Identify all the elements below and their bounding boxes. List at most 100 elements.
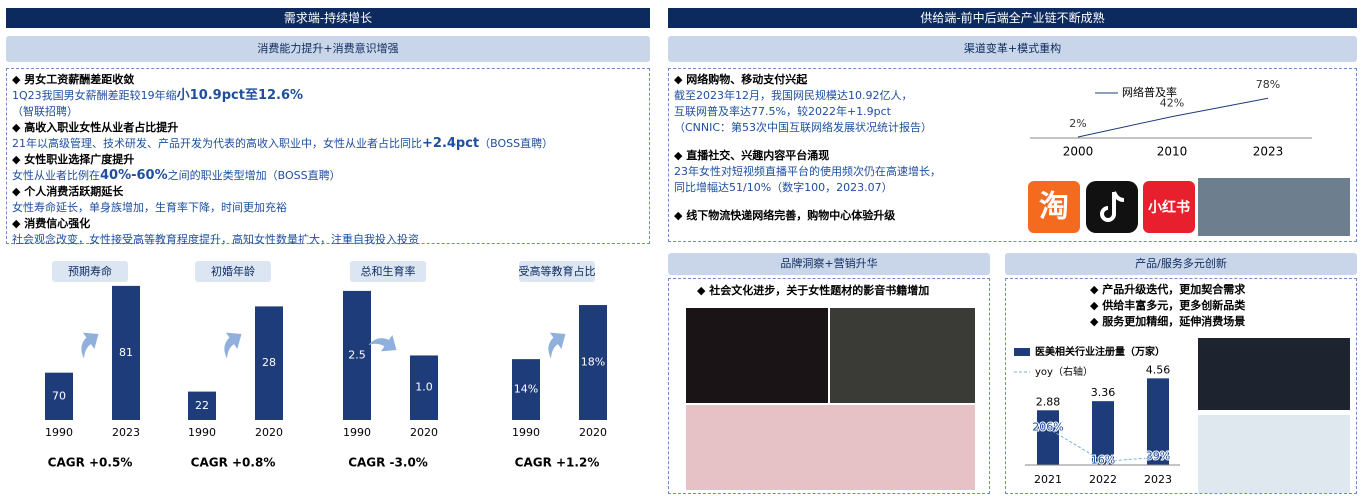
- value-label: 4.56: [1146, 363, 1171, 376]
- legend-label: yoy（右轴）: [1035, 365, 1093, 378]
- chart-title: 预期寿命: [68, 264, 112, 278]
- bullet-line: 社会观念改变，女性接受高等教育程度提升，高知女性数量扩大，注重自我投入投资: [12, 232, 553, 248]
- image: [1198, 415, 1350, 493]
- arrow: [224, 332, 242, 359]
- value-label: 206%: [1032, 420, 1063, 433]
- line: [1077, 97, 1269, 138]
- bullet-line: 23年女性对短视频直播平台的使用频次仍在高速增长，: [674, 164, 941, 180]
- image: [686, 405, 975, 490]
- value-label: 39%: [1146, 449, 1170, 462]
- x-tick-label: 2023: [112, 426, 140, 439]
- value-label: 2.88: [1036, 395, 1061, 408]
- x-tick-label: 2000: [1063, 145, 1094, 159]
- app-icon: [1143, 181, 1195, 233]
- bullet-title: ◆ 社会文化进步，关于女性题材的影音书籍增加: [697, 284, 930, 297]
- caption: CAGR +0.8%: [191, 456, 276, 470]
- text-segment: （CNNIC：第53次中国互联网络发展状况统计报告）: [674, 121, 933, 134]
- x-tick-label: 1990: [512, 426, 540, 439]
- caption: CAGR -3.0%: [348, 456, 428, 470]
- dotted-box: [668, 68, 1357, 242]
- value-label: 16%: [1091, 453, 1115, 466]
- value-label: 42%: [1160, 97, 1184, 110]
- arrow: [548, 332, 566, 359]
- bar: [1037, 410, 1059, 465]
- header: 供给端-前中后端全产业链不断成熟: [668, 8, 1357, 28]
- text-block: ◆ 产品升级迭代，更加契合需求 ◆ 供给丰富多元，更多创新品类 ◆ 服务更加精细，延…: [1090, 282, 1245, 330]
- bar: [410, 355, 438, 420]
- bullet-title: ◆ 高收入职业女性从业者占比提升: [12, 121, 179, 134]
- bullet-title: ◆ 男女工资薪酬差距收敛: [12, 73, 135, 86]
- text-segment: （BOSS直聘）: [479, 137, 554, 150]
- bullet-line: 截至2023年12月，我国网民规模达10.92亿人，: [674, 88, 941, 104]
- subheader: 产品/服务多元创新: [1005, 253, 1357, 275]
- legend-swatch: [1014, 348, 1030, 356]
- x-tick-label: 1990: [188, 426, 216, 439]
- text-segment: 同比增幅达51/10%（数字100，2023.07）: [674, 181, 893, 194]
- text-segment: 23年女性对短视频直播平台的使用频次仍在高速增长，: [674, 165, 941, 178]
- text-segment: （智联招聘）: [12, 105, 78, 118]
- bar: [579, 305, 607, 420]
- text-block: ◆ 社会文化进步，关于女性题材的影音书籍增加: [697, 283, 929, 299]
- image: [1198, 338, 1350, 410]
- bullet-line: 女性寿命延长，单身族增加，生育率下降，时间更加充裕: [12, 200, 553, 216]
- x-tick-label: 2021: [1034, 473, 1062, 486]
- bullet-title: ◆ 消费信心强化: [12, 217, 91, 230]
- text-segment: 小10.9pct至12.6%: [176, 88, 304, 103]
- x-tick-label: 1990: [343, 426, 371, 439]
- image: [686, 308, 828, 403]
- bar: [1092, 401, 1114, 465]
- dotted-box: [1005, 278, 1357, 494]
- value-label: 2.5: [348, 348, 366, 361]
- text-segment: 互联网普及率达77.5%，较2022年+1.9pct: [674, 105, 891, 118]
- text-segment: 40%-60%: [100, 168, 168, 183]
- app-logo: 淘: [1039, 190, 1069, 225]
- x-tick-label: 2023: [1144, 473, 1172, 486]
- dotted-box: [6, 68, 650, 244]
- bar: [188, 391, 216, 420]
- bar: [343, 290, 371, 420]
- chart-title: 初婚年龄: [211, 264, 255, 278]
- bullet-title: ◆ 服务更加精细，延伸消费场景: [1090, 315, 1246, 328]
- value-label: 70: [52, 389, 66, 402]
- bar: [512, 359, 540, 420]
- image: [1198, 178, 1350, 236]
- x-tick-label: 2022: [1089, 473, 1117, 486]
- text-segment: 1Q23我国男女薪酬差距较19年缩: [12, 89, 177, 102]
- legend-label: 网络普及率: [1122, 85, 1177, 99]
- chart-title-box: [519, 261, 595, 282]
- app-logo: 小红书: [1148, 199, 1190, 216]
- value-label: 78%: [1256, 78, 1280, 91]
- bullet-title: ◆ 女性职业选择广度提升: [12, 153, 135, 166]
- text-segment: 女性从业者比例在: [12, 169, 100, 182]
- bullet-line: 21年以高级管理、技术研发、产品开发为代表的高收入职业中，女性从业者占比同比+2…: [12, 136, 553, 152]
- bullet-line: （CNNIC：第53次中国互联网络发展状况统计报告）: [674, 120, 941, 136]
- text-segment: 女性寿命延长，单身族增加，生育率下降，时间更加充裕: [12, 201, 287, 214]
- bar: [255, 306, 283, 420]
- bar: [45, 372, 73, 420]
- text-segment: 21年以高级管理、技术研发、产品开发为代表的高收入职业中，女性从业者占比同比: [12, 137, 422, 150]
- text-segment: 之间的职业类型增加（BOSS直聘）: [167, 169, 341, 182]
- chart-title-box: [52, 261, 128, 282]
- header: 需求端-持续增长: [6, 8, 650, 28]
- bar: [112, 285, 140, 420]
- text-segment: 社会观念改变，女性接受高等教育程度提升，高知女性数量扩大，注重自我投入投资: [12, 233, 419, 246]
- bullet-line: 1Q23我国男女薪酬差距较19年缩小10.9pct至12.6%: [12, 88, 553, 104]
- x-tick-label: 2020: [579, 426, 607, 439]
- text-block: ◆ 男女工资薪酬差距收敛 1Q23我国男女薪酬差距较19年缩小10.9pct至12…: [12, 72, 553, 248]
- line: [1047, 427, 1159, 462]
- x-tick-label: 2023: [1253, 145, 1284, 159]
- caption: CAGR +1.2%: [515, 456, 600, 470]
- bullet-title: ◆ 供给丰富多元，更多创新品类: [1090, 299, 1246, 312]
- x-tick-label: 2010: [1157, 145, 1188, 159]
- bullet-title: ◆ 直播社交、兴趣内容平台涌现: [674, 149, 830, 162]
- value-label: 14%: [514, 383, 538, 396]
- bullet-title: ◆ 线下物流快递网络完善，购物中心体验升级: [674, 209, 896, 222]
- caption: CAGR +0.5%: [48, 456, 133, 470]
- subheader: 渠道变革+模式重构: [668, 36, 1357, 62]
- app-logo: [1100, 191, 1125, 222]
- value-label: 28: [262, 356, 276, 369]
- value-label: 2%: [1069, 117, 1086, 130]
- legend-label: 医美相关行业注册量（万家）: [1035, 345, 1165, 358]
